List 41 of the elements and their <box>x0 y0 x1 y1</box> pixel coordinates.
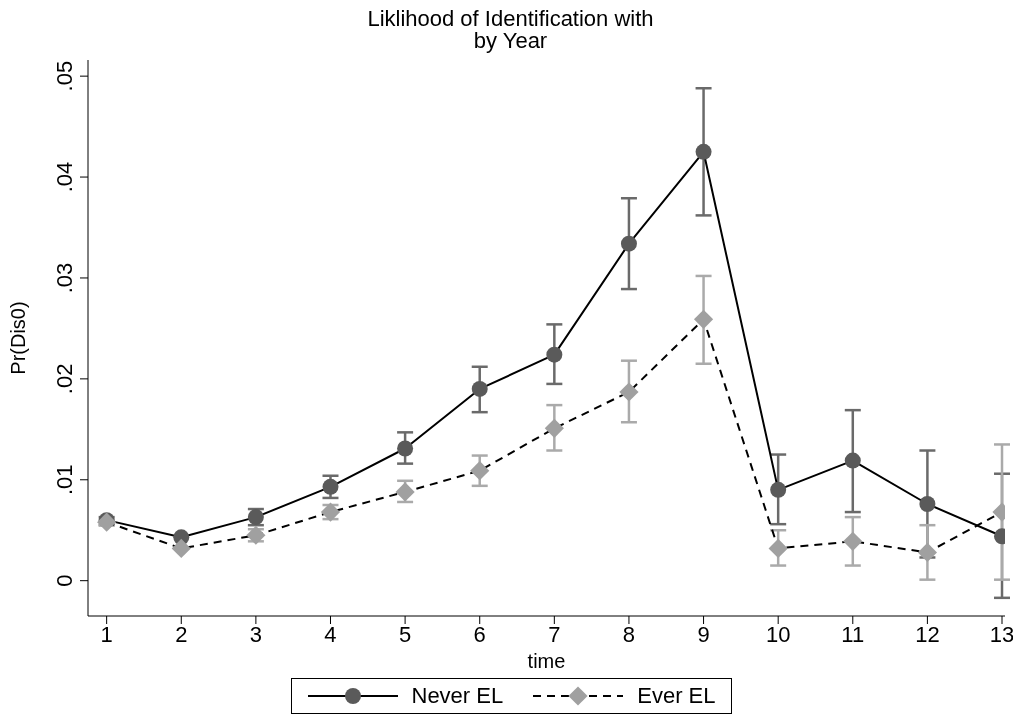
point <box>397 440 414 457</box>
y-axis-title: Pr(Dis0) <box>7 301 30 375</box>
y-tick-label: 0 <box>52 574 77 587</box>
y-tick-label: .02 <box>52 363 77 395</box>
point <box>695 143 712 160</box>
point <box>470 461 490 481</box>
legend-label: Ever EL <box>637 683 716 709</box>
point <box>919 495 936 512</box>
x-tick-label: 5 <box>398 621 412 647</box>
point <box>843 531 863 551</box>
x-tick-label: 3 <box>249 621 263 647</box>
y-tick-label: .05 <box>52 60 77 92</box>
x-tick-label: 11 <box>841 621 865 647</box>
legend-label: Never EL <box>411 683 504 709</box>
point <box>171 538 191 558</box>
x-tick-label: 13 <box>989 621 1015 647</box>
point <box>322 478 339 495</box>
point <box>544 418 564 438</box>
point <box>917 542 937 563</box>
x-tick-label: 7 <box>548 621 561 647</box>
x-tick-label: 9 <box>697 621 710 647</box>
x-tick-label: 12 <box>915 621 940 647</box>
x-tick-label: 1 <box>100 621 113 647</box>
y-tick-label: .01 <box>52 464 77 496</box>
point <box>546 346 563 363</box>
chart-title: Liklihood of Identification with by Year <box>366 6 655 53</box>
x-axis-title: time <box>527 650 566 672</box>
point <box>770 481 787 498</box>
point <box>471 380 488 397</box>
point <box>619 382 639 402</box>
y-tick-label: .04 <box>52 161 77 193</box>
x-tick-label: 6 <box>473 621 486 647</box>
y-tick-label: .03 <box>52 262 77 294</box>
x-tick-label: 2 <box>175 621 188 647</box>
point <box>693 309 714 329</box>
point <box>620 235 637 252</box>
x-tick-label: 4 <box>324 621 337 647</box>
point <box>768 538 788 558</box>
x-tick-label: 10 <box>765 621 791 647</box>
x-tick-label: 8 <box>622 621 636 647</box>
point <box>844 452 861 469</box>
